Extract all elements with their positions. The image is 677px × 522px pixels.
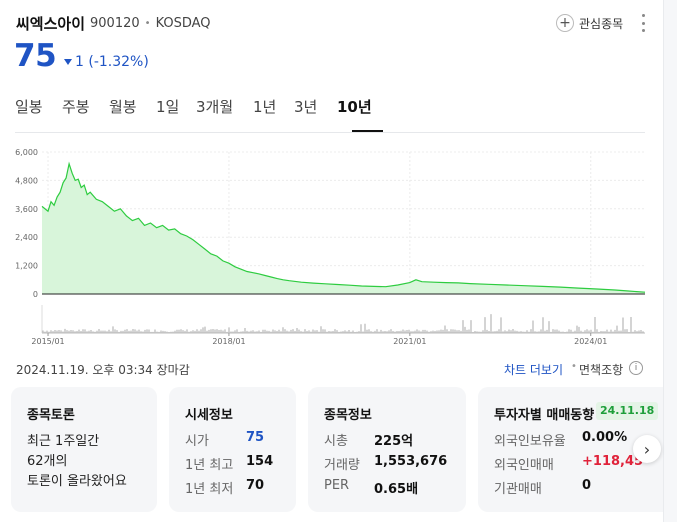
- period-tabs: 일봉 주봉 월봉 1일 3개월 1년 3년 10년: [15, 92, 645, 133]
- foreign-holding-label: 외국인보유율: [494, 434, 566, 449]
- add-watchlist-button[interactable]: + 관심종목: [556, 12, 623, 34]
- tab-monthly[interactable]: 월봉: [109, 98, 137, 116]
- stock-name[interactable]: 씨엑스아이: [16, 14, 86, 33]
- market-cap-value: 225억: [374, 434, 414, 449]
- tab-weekly[interactable]: 주봉: [62, 98, 90, 116]
- stock-code: 900120: [90, 15, 140, 31]
- year-high-value: 154: [246, 454, 274, 469]
- price-change-value: 1 (-1.32%): [75, 54, 149, 70]
- x-tick-label: 2021/01: [393, 337, 426, 346]
- down-triangle-icon: [64, 59, 72, 65]
- more-chart-link[interactable]: 차트 더보기: [504, 363, 564, 377]
- x-tick-label: 2024/01: [574, 337, 607, 346]
- foreign-trading-value: +118,45: [582, 454, 644, 469]
- y-tick-label: 1,200: [15, 262, 38, 271]
- volume-label: 거래량: [324, 458, 360, 473]
- current-price: 75: [14, 38, 57, 74]
- disclaimer-link[interactable]: 면책조항: [579, 363, 624, 377]
- right-edge-panel: [663, 0, 677, 522]
- stock-info-card[interactable]: 종목정보 시총 225억 거래량 1,553,676 PER 0.65배: [308, 387, 466, 512]
- card-title: 종목토론: [27, 408, 75, 423]
- per-label: PER: [324, 478, 350, 493]
- volume-value: 1,553,676: [374, 454, 448, 469]
- year-low-value: 70: [246, 478, 265, 493]
- market-cap-label: 시총: [324, 434, 348, 449]
- tab-1day[interactable]: 1일: [156, 98, 180, 116]
- watchlist-label: 관심종목: [579, 16, 624, 31]
- tab-10years[interactable]: 10년: [337, 98, 372, 116]
- price-change: 1 (-1.32%): [64, 54, 149, 70]
- discussion-count: 62개의: [27, 454, 68, 469]
- foreign-trading-label: 외국인매매: [494, 458, 554, 473]
- card-title: 시세정보: [185, 408, 233, 423]
- tab-3months[interactable]: 3개월: [196, 98, 234, 116]
- separator-dot: •: [571, 361, 577, 372]
- card-title: 투자자별 매매동향: [494, 408, 595, 423]
- info-icon[interactable]: i: [629, 361, 643, 375]
- chevron-right-icon[interactable]: ›: [633, 435, 661, 463]
- date-badge: 24.11.18: [596, 402, 659, 420]
- discussion-card[interactable]: 종목토론 최근 1주일간 62개의 토론이 올라왔어요: [11, 387, 157, 512]
- price-area-fill: [42, 163, 645, 294]
- y-tick-label: 0: [33, 290, 38, 299]
- plus-circle-icon: +: [556, 14, 574, 32]
- price-line: [41, 161, 646, 293]
- card-title: 종목정보: [324, 408, 372, 423]
- open-price-value: 75: [246, 430, 265, 445]
- y-tick-label: 2,400: [15, 233, 38, 242]
- y-tick-label: 4,800: [15, 176, 38, 185]
- per-value: 0.65배: [374, 482, 419, 497]
- stock-header: 씨엑스아이 900120 • KOSDAQ: [16, 12, 211, 34]
- discussion-text-line: 토론이 올라왔어요: [27, 474, 127, 489]
- price-chart[interactable]: 0 1,200 2,400 3,600 4,800 6,000 2015/01 2018/0…: [0, 140, 663, 350]
- more-options-icon[interactable]: [638, 14, 648, 32]
- active-tab-indicator: [352, 130, 383, 132]
- market-close-timestamp: 2024.11.19. 오후 03:34 장마감: [16, 363, 190, 377]
- quote-info-card[interactable]: 시세정보 시가 75 1년 최고 154 1년 최저 70: [169, 387, 296, 512]
- x-tick-label: 2015/01: [31, 337, 64, 346]
- tab-1year[interactable]: 1년: [253, 98, 277, 116]
- discussion-text-line: 최근 1주일간: [27, 434, 100, 449]
- year-low-label: 1년 최저: [185, 482, 234, 497]
- tab-3years[interactable]: 3년: [294, 98, 318, 116]
- separator-dot: •: [144, 17, 151, 29]
- foreign-holding-value: 0.00%: [582, 430, 628, 445]
- tab-daily[interactable]: 일봉: [15, 98, 43, 116]
- y-tick-label: 3,600: [15, 205, 38, 214]
- year-high-label: 1년 최고: [185, 458, 234, 473]
- y-tick-label: 6,000: [15, 148, 38, 157]
- institution-trading-label: 기관매매: [494, 482, 542, 497]
- open-price-label: 시가: [185, 434, 209, 449]
- institution-trading-value: 0: [582, 478, 592, 493]
- investor-trading-card[interactable]: 투자자별 매매동향 24.11.18 외국인보유율 0.00% 외국인매매 +1…: [478, 387, 663, 512]
- x-tick-label: 2018/01: [212, 337, 245, 346]
- market-name: KOSDAQ: [155, 15, 211, 31]
